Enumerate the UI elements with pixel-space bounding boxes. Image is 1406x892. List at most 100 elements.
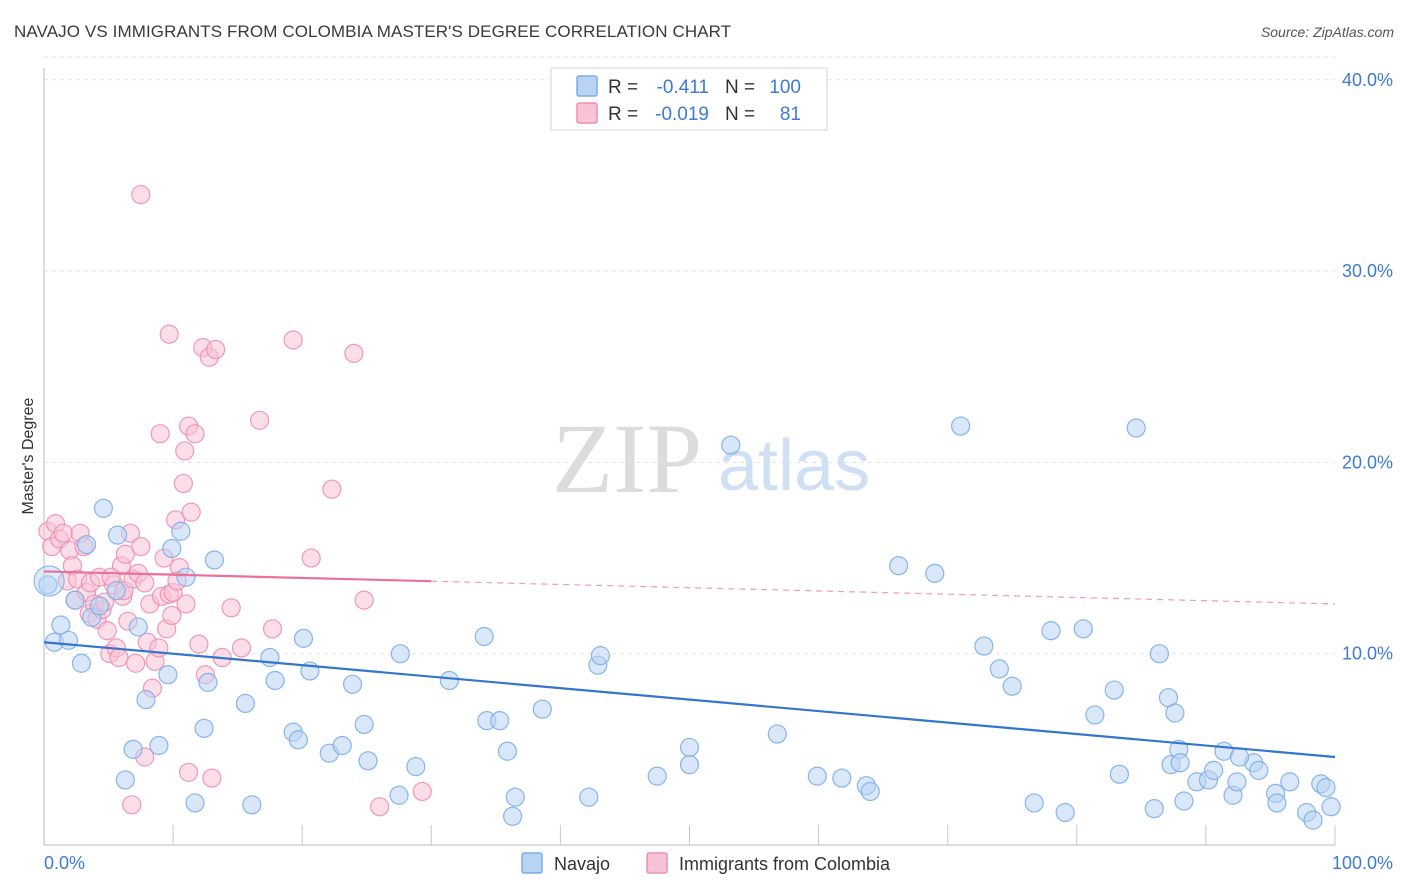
colombia-point [262, 619, 283, 639]
navajo-point [1316, 778, 1336, 798]
navajo-point [1204, 760, 1224, 780]
navajo-point [647, 766, 667, 786]
navajo-point [58, 630, 79, 650]
navajo-point [354, 714, 374, 735]
navajo-point [71, 653, 92, 673]
navajo-point [358, 751, 378, 771]
navajo-point [194, 718, 214, 738]
navajo-point [198, 672, 218, 692]
colombia-point [115, 544, 135, 564]
navajo-point [1174, 791, 1194, 811]
gridlines [44, 56, 1335, 655]
navajo-point [1073, 619, 1093, 639]
source-label: Source: ZipAtlas.com [1260, 24, 1394, 40]
colombia-trend-line [43, 570, 432, 583]
colombia-point [231, 638, 252, 658]
colombia-n-value: 81 [780, 104, 801, 125]
stats-legend: R = -0.411 N = 100 R = -0.019 N = 81 [550, 67, 828, 131]
y-tick-label: 40.0% [1342, 70, 1393, 90]
navajo-point [679, 737, 700, 758]
colombia-point [249, 410, 270, 430]
colombia-point [126, 653, 146, 673]
navajo-point [1227, 772, 1247, 792]
navajo-point [93, 498, 113, 518]
navajo-point [288, 730, 308, 750]
navajo-point [123, 739, 143, 759]
colombia-trend-line-extension [431, 580, 1336, 605]
colombia-point [178, 762, 199, 782]
colombia-point [131, 184, 151, 205]
navajo-point [807, 766, 827, 786]
y-tick-label: 20.0% [1342, 452, 1393, 472]
navajo-point [925, 563, 945, 583]
navajo-point [158, 665, 178, 685]
colombia-point [131, 536, 151, 557]
y-tick-label: 10.0% [1342, 644, 1393, 664]
navajo-point [235, 693, 255, 714]
navajo-point [1249, 760, 1269, 780]
colombia-point [283, 330, 303, 350]
trend-lines [43, 570, 1336, 759]
colombia-point [206, 339, 226, 360]
y-axis-label: Master's Degree [20, 397, 37, 514]
navajo-point [474, 626, 494, 647]
navajo-point [171, 521, 191, 541]
colombia-point [181, 502, 201, 522]
navajo-point [974, 636, 994, 656]
colombia-r-label: R = [608, 104, 638, 125]
navajo-point [1229, 747, 1250, 767]
colombia-point [322, 479, 342, 499]
colombia-point [176, 594, 196, 614]
navajo-n-value: 100 [769, 77, 801, 98]
colombia-point [53, 523, 73, 543]
colombia-point [344, 343, 364, 363]
navajo-n-label: N = [725, 77, 755, 98]
navajo-r-value: -0.411 [657, 77, 709, 98]
navajo-point [439, 670, 459, 691]
colombia-point [185, 424, 205, 444]
navajo-point [1041, 621, 1061, 641]
series-navajo [33, 416, 1341, 830]
navajo-point [128, 617, 148, 637]
colombia-point [109, 647, 129, 668]
colombia-point [189, 634, 209, 654]
navajo-point [590, 646, 611, 666]
legend-colombia-label: Immigrants from Colombia [679, 854, 891, 874]
colombia-point [150, 424, 170, 444]
navajo-point [115, 770, 135, 790]
navajo-point [497, 741, 518, 761]
navajo-point [1165, 703, 1185, 723]
navajo-point [721, 435, 741, 455]
colombia-point [412, 781, 432, 802]
navajo-point [860, 781, 880, 802]
navajo-point [265, 670, 285, 691]
navajo-point [77, 535, 97, 555]
navajo-point [1267, 793, 1287, 813]
colombia-point [159, 324, 179, 344]
navajo-point [332, 735, 352, 756]
navajo-point [406, 756, 426, 777]
chart-title: NAVAJO VS IMMIGRANTS FROM COLOMBIA MASTE… [14, 22, 732, 41]
navajo-point [342, 674, 363, 694]
navajo-r-label: R = [608, 77, 638, 98]
colombia-point [135, 573, 155, 593]
navajo-point [51, 615, 71, 635]
navajo-point [532, 699, 552, 719]
colombia-point [301, 548, 321, 568]
legend-navajo-label: Navajo [554, 854, 610, 874]
series-legend: Navajo Immigrants from Colombia [521, 852, 891, 874]
colombia-swatch [576, 102, 598, 124]
colombia-n-label: N = [725, 104, 755, 125]
colombia-point [149, 638, 169, 658]
navajo-point [1109, 764, 1130, 784]
colombia-point [202, 768, 222, 788]
navajo-point [989, 659, 1009, 679]
navajo-point [136, 690, 156, 710]
y-axis-tick-labels: 10.0% 20.0% 30.0% 40.0% [1342, 70, 1393, 664]
navajo-point [176, 567, 196, 587]
y-tick-label: 30.0% [1342, 261, 1393, 281]
colombia-r-value: -0.019 [655, 104, 709, 125]
x-axis-ticks [172, 825, 1336, 845]
colombia-point [173, 473, 194, 494]
